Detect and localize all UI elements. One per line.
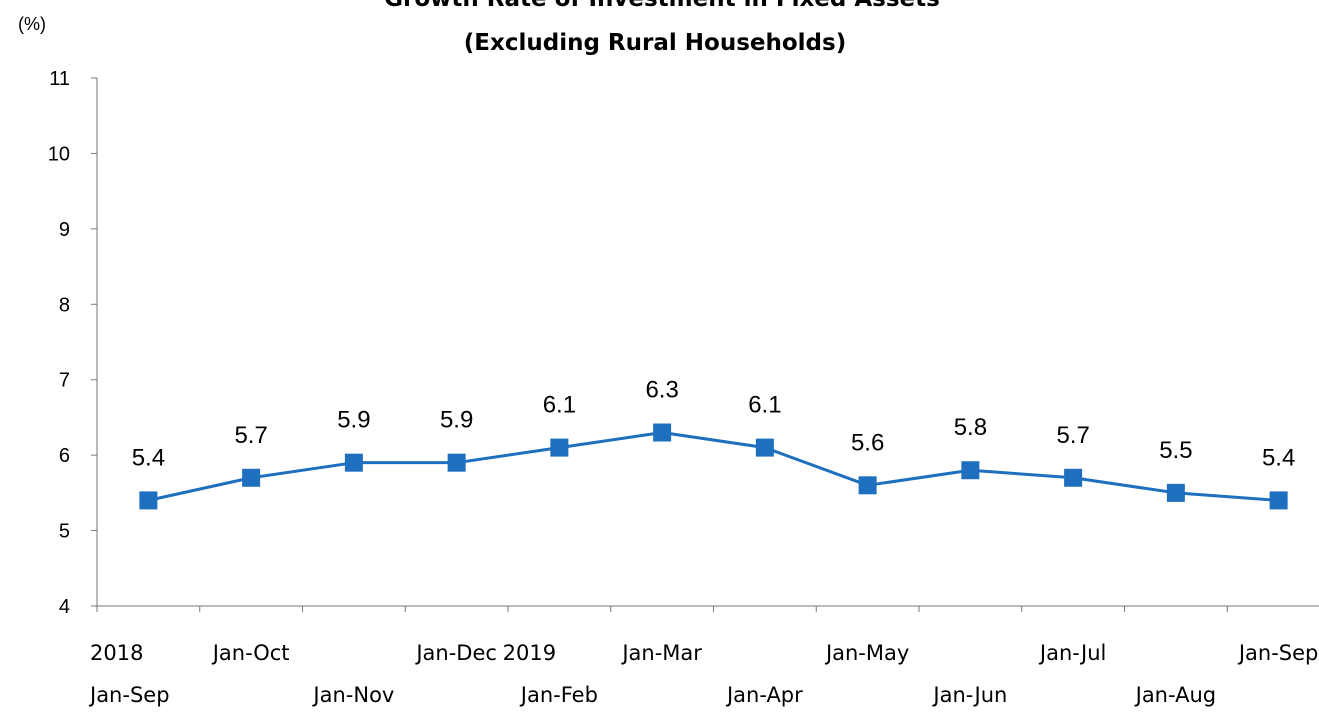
- x-tick-label: 2018: [90, 641, 143, 665]
- data-point: [242, 468, 261, 487]
- data-point: [755, 438, 774, 457]
- data-label: 5.5: [1159, 437, 1192, 464]
- axes: [96, 78, 1319, 612]
- data-point: [550, 438, 569, 457]
- x-tick-label: Jan-May: [824, 641, 909, 665]
- series-line: [148, 431, 1279, 502]
- data-label: 5.9: [440, 407, 473, 434]
- data-label: 5.4: [132, 444, 165, 471]
- y-tick-label: 9: [59, 219, 70, 241]
- y-tick-label: 10: [48, 143, 70, 165]
- chart-subtitle: (Excluding Rural Households): [464, 30, 846, 56]
- y-axis-ticks: 4 5 6 7 8 9 10 11: [48, 68, 97, 618]
- y-tick-label: 6: [59, 445, 70, 467]
- data-point: [961, 461, 980, 480]
- data-point: [858, 476, 877, 495]
- x-axis-ticks: 2018 Jan-Sep Jan-Oct Jan-Nov Jan-Dec 2019 Jan-…: [88, 641, 1318, 707]
- y-unit-label: (%): [18, 14, 46, 34]
- x-tick-label: Jan-Feb: [519, 683, 598, 707]
- data-point: [1269, 491, 1288, 510]
- x-tick-label: Jan-Dec: [414, 641, 497, 665]
- data-point: [139, 491, 158, 510]
- data-label: 6.3: [645, 377, 678, 404]
- x-tick-label: 2019: [503, 641, 556, 665]
- x-tick-label: Jan-Jul: [1038, 641, 1106, 665]
- x-tick-label: Jan-Sep: [1237, 641, 1319, 665]
- y-tick-label: 11: [49, 68, 70, 90]
- data-label: 5.4: [1262, 444, 1295, 471]
- data-series: [139, 423, 1288, 510]
- data-label: 5.6: [851, 429, 884, 456]
- x-tick-label: Jan-Nov: [311, 683, 394, 707]
- x-tick-label: Jan-Oct: [211, 641, 290, 665]
- x-tick-label: Jan-Mar: [620, 641, 702, 665]
- x-tick-label: Jan-Aug: [1134, 683, 1217, 707]
- y-tick-label: 8: [59, 294, 70, 316]
- data-label: 6.1: [543, 392, 576, 419]
- x-tick-label: Jan-Jun: [931, 683, 1007, 707]
- data-point: [1064, 468, 1083, 487]
- data-point: [653, 423, 672, 442]
- data-point: [447, 453, 466, 472]
- data-labels: 5.4 5.7 5.9 5.9 6.1 6.3 6.1 5.6 5.8 5.7 5.5 5.4: [132, 377, 1296, 472]
- data-point: [1166, 483, 1185, 502]
- y-tick-label: 5: [59, 521, 70, 543]
- data-label: 5.7: [234, 422, 267, 449]
- data-label: 5.8: [954, 414, 987, 441]
- x-tick-label: Jan-Apr: [725, 683, 803, 707]
- chart-title: Growth Rate of Investment in Fixed Asset…: [384, 0, 940, 12]
- data-point: [344, 453, 363, 472]
- data-label: 5.7: [1056, 422, 1089, 449]
- data-label: 6.1: [748, 392, 781, 419]
- y-tick-label: 7: [59, 370, 70, 392]
- x-tick-label: Jan-Sep: [88, 683, 170, 707]
- data-label: 5.9: [337, 407, 370, 434]
- y-tick-label: 4: [59, 596, 70, 618]
